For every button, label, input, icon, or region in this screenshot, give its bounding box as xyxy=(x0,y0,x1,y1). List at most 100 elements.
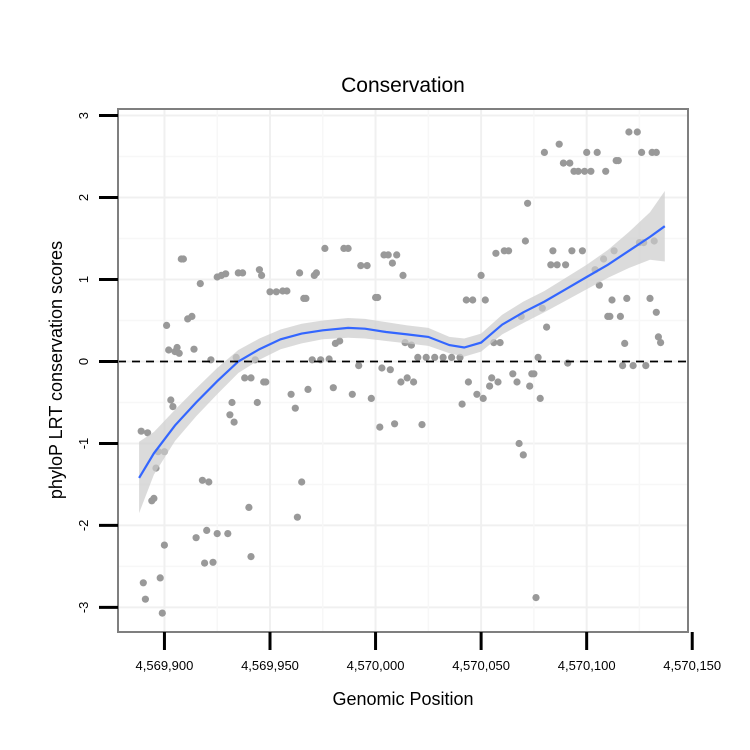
data-point xyxy=(391,420,399,428)
data-point xyxy=(652,308,660,316)
data-point xyxy=(175,349,183,357)
data-point xyxy=(509,370,517,378)
data-point xyxy=(158,609,166,617)
data-point xyxy=(192,534,200,542)
data-point xyxy=(547,261,555,269)
data-point xyxy=(363,262,371,270)
y-tick-label: 2 xyxy=(76,194,91,201)
data-point xyxy=(606,312,614,320)
confidence-band xyxy=(139,191,665,514)
data-point xyxy=(574,167,582,175)
data-point xyxy=(481,296,489,304)
data-point xyxy=(388,259,396,267)
data-point xyxy=(608,296,616,304)
x-tick-label: 4,570,100 xyxy=(558,658,616,673)
data-point xyxy=(581,167,589,175)
data-point xyxy=(312,269,320,277)
x-tick-label: 4,570,000 xyxy=(347,658,405,673)
chart-title: Conservation xyxy=(341,74,465,97)
data-point xyxy=(386,366,394,374)
data-point xyxy=(578,247,587,255)
y-tick-label: 1 xyxy=(76,276,91,283)
data-point xyxy=(553,261,561,269)
y-tick-label: -1 xyxy=(76,438,91,450)
data-point xyxy=(403,374,411,382)
data-point xyxy=(230,418,238,426)
data-point xyxy=(247,374,255,382)
data-point xyxy=(266,288,274,296)
data-point xyxy=(521,237,530,245)
data-point xyxy=(555,140,563,148)
data-point xyxy=(619,362,627,370)
data-point xyxy=(302,294,310,302)
data-point xyxy=(458,400,466,408)
data-point xyxy=(477,271,485,279)
data-point xyxy=(564,359,572,367)
data-point xyxy=(144,429,152,437)
data-point xyxy=(239,269,247,277)
panel-border xyxy=(117,108,689,633)
data-point xyxy=(505,247,513,255)
data-point xyxy=(448,353,456,361)
data-point xyxy=(293,513,301,521)
data-point xyxy=(209,558,217,566)
data-point xyxy=(654,333,663,341)
data-point xyxy=(414,353,422,361)
data-point xyxy=(540,148,549,156)
data-point xyxy=(410,378,418,386)
data-point xyxy=(559,159,568,167)
data-point xyxy=(165,346,173,354)
data-point xyxy=(629,362,637,370)
data-point xyxy=(513,378,521,386)
data-point xyxy=(141,595,149,603)
data-point xyxy=(633,128,641,136)
data-point xyxy=(384,251,392,259)
data-point xyxy=(376,423,384,431)
data-point xyxy=(203,526,211,535)
data-point xyxy=(422,353,430,361)
plot-area: -3 -2 -1 0 1 2 3 4,569,900 4,569,950 4,570,000 4,5… xyxy=(76,108,721,673)
data-point xyxy=(397,378,405,386)
data-point xyxy=(348,390,356,398)
data-point xyxy=(198,476,206,484)
data-point xyxy=(298,478,306,486)
data-point xyxy=(534,353,542,361)
data-point xyxy=(329,384,337,392)
data-point xyxy=(593,148,601,156)
x-tick-label: 4,569,900 xyxy=(136,658,194,673)
data-point xyxy=(156,574,164,582)
data-point xyxy=(642,362,650,370)
data-point xyxy=(344,244,352,252)
data-point xyxy=(287,390,295,398)
data-point xyxy=(399,271,407,279)
data-point xyxy=(296,269,304,277)
data-point xyxy=(222,270,230,278)
data-point xyxy=(226,411,234,419)
data-point xyxy=(494,378,502,386)
data-point xyxy=(562,261,570,269)
data-point xyxy=(488,374,496,382)
data-point xyxy=(321,244,329,252)
data-point xyxy=(532,594,540,602)
x-tick-label: 4,570,150 xyxy=(663,658,721,673)
data-point xyxy=(163,321,171,329)
data-point xyxy=(169,403,177,411)
y-tick-label: -2 xyxy=(76,520,91,532)
data-point xyxy=(137,427,145,435)
data-point xyxy=(291,404,299,412)
data-point xyxy=(543,323,551,331)
y-tick-label: 3 xyxy=(76,112,91,119)
data-point xyxy=(188,312,196,320)
data-point xyxy=(519,451,527,459)
data-point xyxy=(526,382,534,390)
data-point xyxy=(623,294,631,302)
data-point xyxy=(205,478,213,486)
data-point xyxy=(602,167,610,175)
data-point xyxy=(549,247,557,255)
data-point xyxy=(536,394,544,402)
data-point xyxy=(587,167,595,175)
data-point xyxy=(524,199,532,207)
data-point xyxy=(196,280,204,288)
